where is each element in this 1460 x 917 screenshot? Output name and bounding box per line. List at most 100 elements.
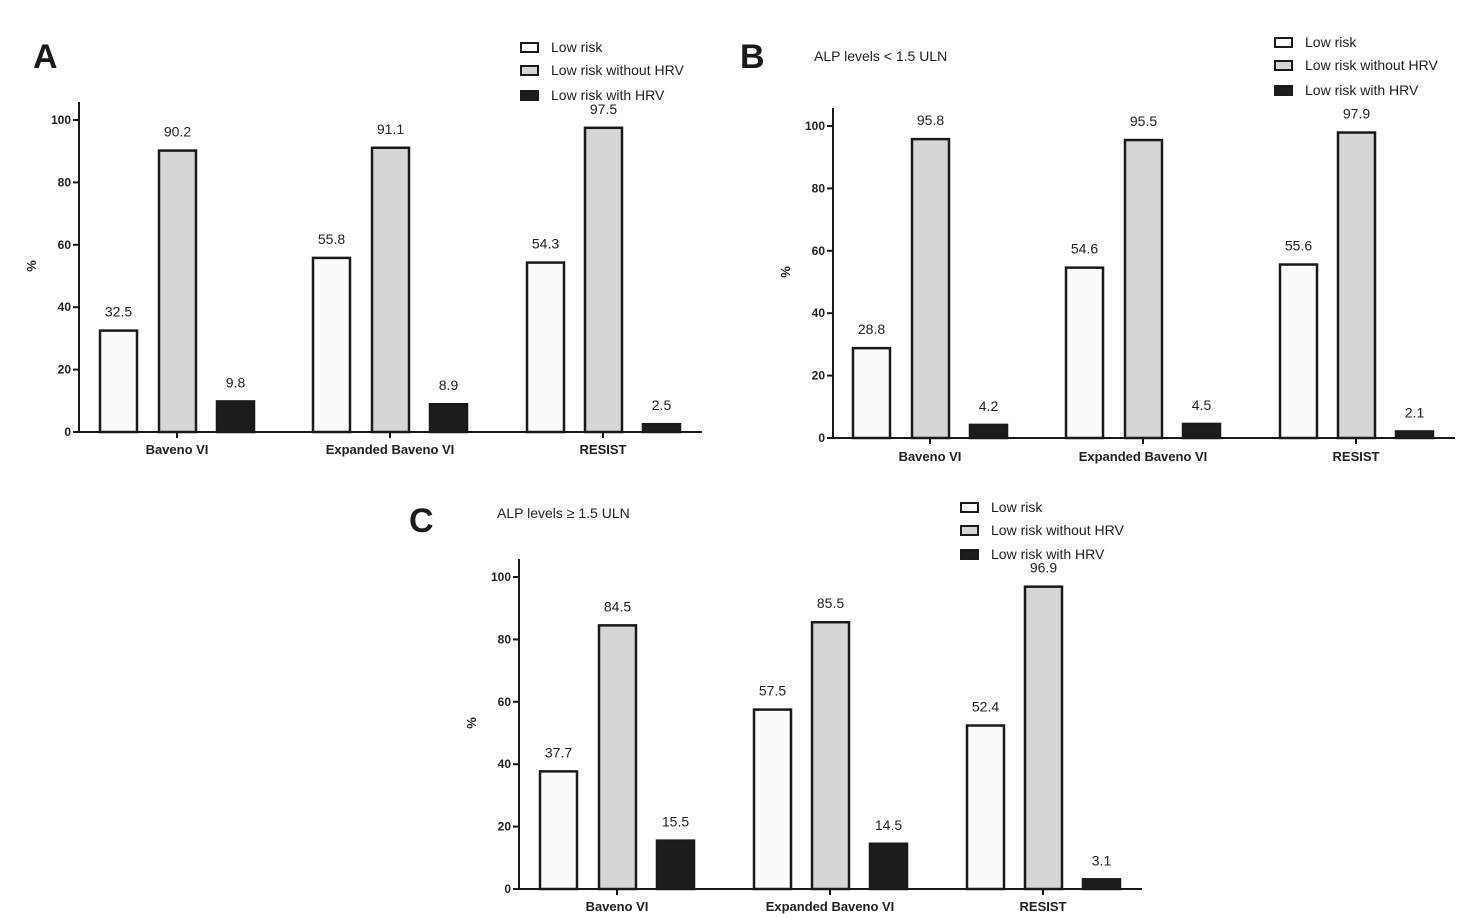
data-label: 52.4 xyxy=(972,699,999,715)
bar-b-s0-c2 xyxy=(1278,263,1319,440)
data-label: 32.5 xyxy=(105,304,132,320)
data-label: 9.8 xyxy=(226,374,246,390)
bar-b-s2-c1 xyxy=(1181,422,1222,440)
legend-swatch xyxy=(520,90,539,101)
category-label: Baveno VI xyxy=(146,442,209,457)
panel-letter: B xyxy=(740,38,765,76)
y-tick-label: 60 xyxy=(498,695,512,709)
data-label: 14.5 xyxy=(875,817,902,833)
y-tick-label: 0 xyxy=(504,882,511,896)
panel-letter: A xyxy=(33,38,58,76)
data-label: 3.1 xyxy=(1092,852,1112,868)
legend-label: Low risk without HRV xyxy=(1305,57,1438,73)
y-tick-label: 20 xyxy=(498,820,512,834)
category-label: RESIST xyxy=(580,442,627,457)
legend-label: Low risk xyxy=(991,499,1043,515)
bar-a-s0-c1 xyxy=(311,256,352,434)
legend-label: Low risk with HRV xyxy=(991,546,1105,562)
data-label: 95.5 xyxy=(1130,113,1157,129)
bar-b-s1-c0 xyxy=(910,137,951,440)
y-tick-label: 0 xyxy=(64,425,71,439)
category-label: Expanded Baveno VI xyxy=(1079,449,1208,464)
category-label: Expanded Baveno VI xyxy=(326,442,455,457)
data-label: 97.5 xyxy=(590,101,617,117)
bar-a-s0-c0 xyxy=(98,329,139,434)
chart-panel-a: A 0 20 40 60 80 100% Baveno VI Expanded Baveno V… xyxy=(24,38,702,457)
legend-swatch xyxy=(520,65,539,76)
bar-b-s0-c1 xyxy=(1064,266,1105,440)
bar-a-s2-c1 xyxy=(428,402,469,434)
legend-swatch xyxy=(1274,60,1293,71)
bar-a-s1-c0 xyxy=(157,149,198,434)
bar-c-s0-c1 xyxy=(752,708,793,891)
y-tick-label: 80 xyxy=(498,632,512,646)
legend-label: Low risk xyxy=(551,39,603,55)
y-tick-label: 20 xyxy=(812,369,826,383)
legend-label: Low risk with HRV xyxy=(551,87,665,103)
bar-c-s1-c1 xyxy=(810,620,851,891)
data-label: 55.8 xyxy=(318,231,345,247)
data-label: 8.9 xyxy=(439,377,459,393)
category-label: Expanded Baveno VI xyxy=(766,899,895,914)
legend: Low risk Low risk without HRV Low risk wit… xyxy=(1274,34,1438,98)
y-tick-label: 80 xyxy=(58,175,72,189)
bar-a-s2-c0 xyxy=(215,400,256,434)
legend-swatch xyxy=(960,502,979,513)
bar-c-s2-c0 xyxy=(655,839,696,891)
legend-swatch xyxy=(1274,85,1293,96)
y-axis-label: % xyxy=(24,260,39,272)
data-label: 28.8 xyxy=(858,321,885,337)
bar-b-s0-c0 xyxy=(851,346,892,440)
data-label: 54.3 xyxy=(532,236,559,252)
bar-b-s2-c2 xyxy=(1394,430,1435,440)
y-tick-label: 40 xyxy=(812,306,826,320)
bar-c-s2-c1 xyxy=(868,842,909,891)
data-label: 54.6 xyxy=(1071,241,1098,257)
y-tick-label: 100 xyxy=(805,119,825,133)
legend-swatch xyxy=(960,549,979,560)
panel-subtitle: ALP levels < 1.5 ULN xyxy=(814,48,947,64)
bar-c-s1-c2 xyxy=(1023,585,1064,891)
legend-label: Low risk without HRV xyxy=(991,522,1124,538)
bar-c-s2-c2 xyxy=(1081,878,1122,891)
panel-letter: C xyxy=(409,502,434,540)
category-label: RESIST xyxy=(1333,449,1380,464)
y-tick-label: 40 xyxy=(498,757,512,771)
bar-a-s1-c1 xyxy=(370,146,411,434)
legend-swatch xyxy=(520,42,539,53)
category-label: RESIST xyxy=(1020,899,1067,914)
legend: Low risk Low risk without HRV Low risk wit… xyxy=(960,499,1124,562)
legend: Low risk Low risk without HRV Low risk wit… xyxy=(520,39,684,103)
bar-a-s0-c2 xyxy=(525,261,566,434)
y-tick-label: 0 xyxy=(818,431,825,445)
y-tick-label: 80 xyxy=(812,181,826,195)
bar-c-s0-c2 xyxy=(965,724,1006,891)
y-tick-label: 60 xyxy=(812,244,826,258)
data-label: 97.9 xyxy=(1343,106,1370,122)
y-tick-label: 20 xyxy=(58,363,72,377)
bar-b-s2-c0 xyxy=(968,423,1009,440)
data-label: 37.7 xyxy=(545,744,572,760)
chart-panel-c: C ALP levels ≥ 1.5 ULN 0 20 40 60 80 100% Baveno… xyxy=(409,499,1142,914)
bar-c-s1-c0 xyxy=(597,624,638,891)
bar-a-s1-c2 xyxy=(583,126,624,434)
data-label: 4.2 xyxy=(979,398,999,414)
data-label: 95.8 xyxy=(917,112,944,128)
y-tick-label: 60 xyxy=(58,238,72,252)
legend-swatch xyxy=(1274,37,1293,48)
y-tick-label: 40 xyxy=(58,300,72,314)
bar-a-s2-c2 xyxy=(641,422,682,434)
bar-c-s0-c0 xyxy=(538,770,579,891)
data-label: 4.5 xyxy=(1192,397,1212,413)
panel-subtitle: ALP levels ≥ 1.5 ULN xyxy=(497,505,630,521)
category-label: Baveno VI xyxy=(899,449,962,464)
data-label: 85.5 xyxy=(817,595,844,611)
data-label: 91.1 xyxy=(377,121,404,137)
data-label: 90.2 xyxy=(164,124,191,140)
data-label: 84.5 xyxy=(604,598,631,614)
legend-label: Low risk with HRV xyxy=(1305,82,1419,98)
category-label: Baveno VI xyxy=(586,899,649,914)
legend-swatch xyxy=(960,525,979,536)
data-label: 2.5 xyxy=(652,397,672,413)
